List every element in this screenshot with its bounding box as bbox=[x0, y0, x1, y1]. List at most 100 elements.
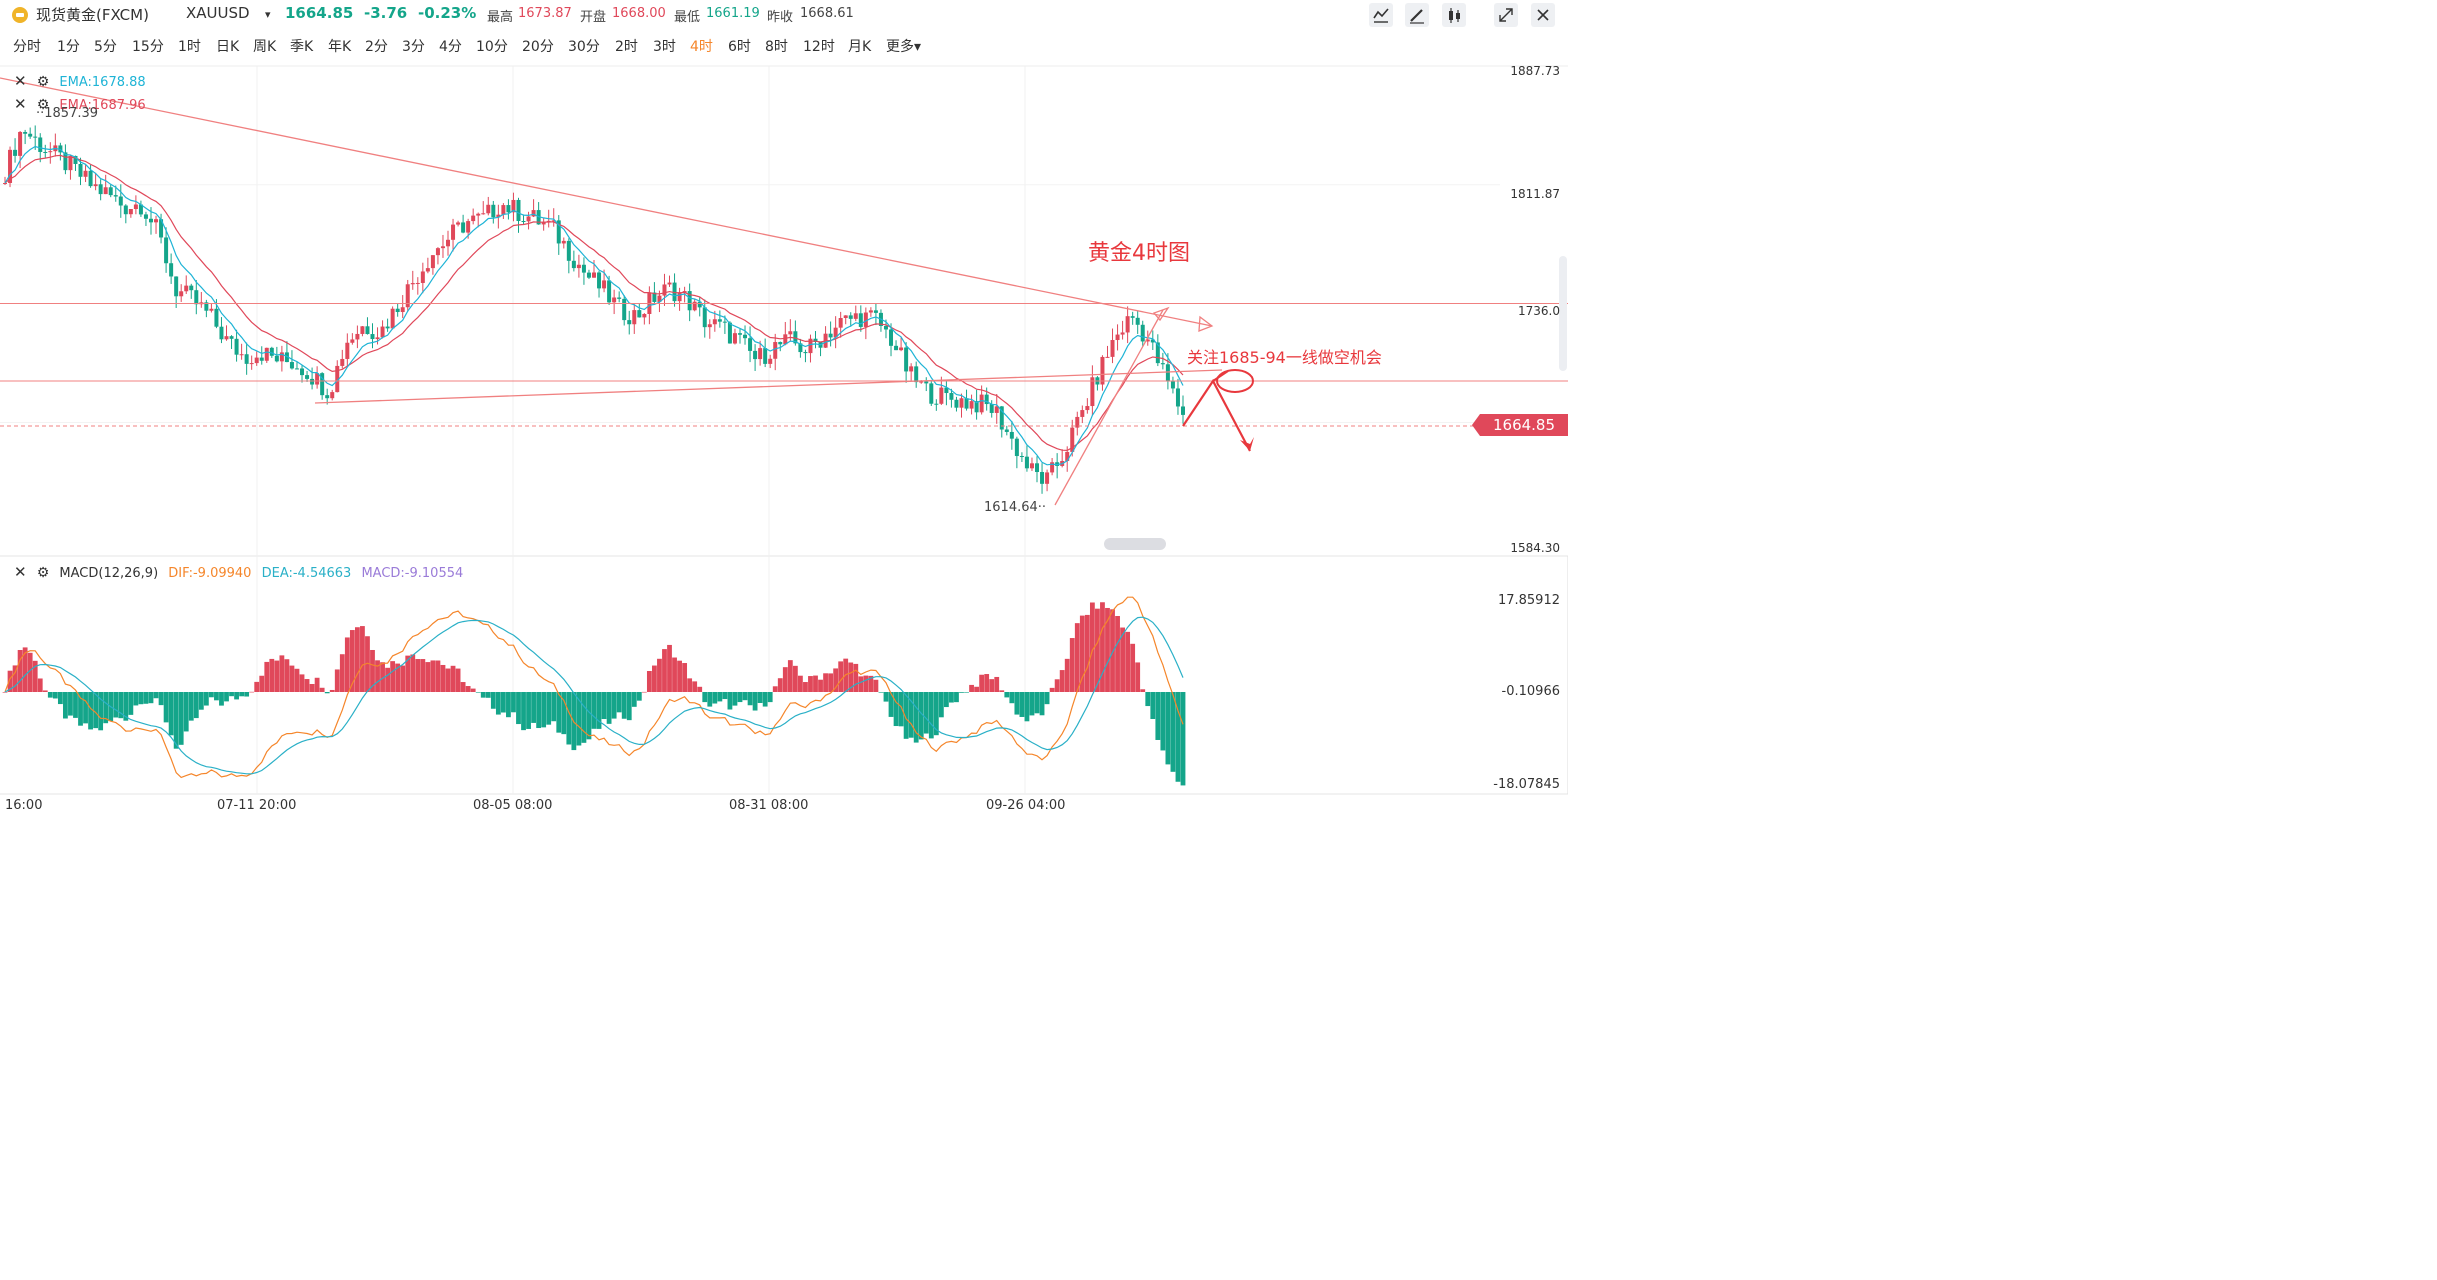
interval-3[interactable]: 15分 bbox=[132, 39, 164, 55]
macd-bar bbox=[536, 692, 542, 729]
macd-bar bbox=[1029, 692, 1035, 716]
close-icon[interactable]: ✕ bbox=[14, 95, 27, 113]
macd-bar bbox=[516, 692, 521, 725]
interval-9[interactable]: 2分 bbox=[365, 39, 388, 55]
interval-21[interactable]: 月K bbox=[848, 39, 872, 55]
target-zone-circle bbox=[1216, 369, 1254, 393]
interval-18[interactable]: 6时 bbox=[728, 39, 751, 55]
interval-7[interactable]: 季K bbox=[290, 39, 314, 55]
candle-body bbox=[1170, 381, 1175, 389]
dif-label: DIF:-9.09940 bbox=[168, 566, 252, 581]
candle-body bbox=[894, 345, 899, 351]
interval-22[interactable]: 更多▾ bbox=[886, 39, 922, 55]
interval-17[interactable]: 4时 bbox=[690, 39, 713, 55]
low-label: 最低 bbox=[674, 10, 701, 25]
macd-bar bbox=[118, 692, 124, 719]
gear-icon[interactable]: ⚙ bbox=[36, 97, 50, 113]
candle-body bbox=[239, 354, 244, 356]
interval-19[interactable]: 8时 bbox=[765, 39, 788, 55]
macd-bar bbox=[823, 673, 828, 692]
candle-body bbox=[13, 149, 18, 156]
candle-body bbox=[516, 199, 521, 221]
candle-body bbox=[385, 326, 390, 329]
candle-body bbox=[571, 260, 576, 269]
candle-body bbox=[486, 204, 491, 214]
chart-canvas[interactable] bbox=[0, 0, 1568, 826]
fullscreen-icon[interactable] bbox=[1494, 3, 1518, 27]
candle-body bbox=[345, 342, 350, 359]
candle-body bbox=[365, 326, 370, 335]
candle-body bbox=[234, 338, 239, 355]
interval-13[interactable]: 20分 bbox=[522, 39, 554, 55]
macd-bar bbox=[314, 677, 320, 692]
candle-body bbox=[23, 131, 28, 134]
vertical-scrollbar bbox=[1559, 256, 1567, 371]
close-icon[interactable]: ✕ bbox=[14, 72, 27, 90]
interval-8[interactable]: 年K bbox=[328, 39, 352, 55]
indicator-tool-icon[interactable] bbox=[1369, 3, 1393, 27]
interval-12[interactable]: 10分 bbox=[476, 39, 508, 55]
candle-body bbox=[612, 297, 617, 303]
macd-bar bbox=[113, 692, 119, 718]
macd-bar bbox=[168, 692, 174, 736]
macd-bar bbox=[657, 658, 662, 692]
interval-15[interactable]: 2时 bbox=[615, 39, 638, 55]
macd-bar bbox=[1039, 692, 1045, 716]
close-icon[interactable] bbox=[1531, 3, 1555, 27]
rebound-line bbox=[1054, 309, 1164, 506]
macd-bar bbox=[1044, 692, 1050, 705]
candle-body bbox=[138, 204, 143, 215]
candle-body bbox=[501, 205, 506, 215]
candle-body bbox=[113, 195, 118, 197]
candle-body bbox=[863, 312, 868, 327]
candle-body bbox=[405, 284, 410, 308]
interval-6[interactable]: 周K bbox=[253, 39, 277, 55]
candle-body bbox=[727, 322, 732, 344]
candle-body bbox=[33, 136, 38, 138]
candle-body bbox=[617, 297, 622, 299]
instrument-name[interactable]: 现货黄金(FXCM) bbox=[36, 6, 149, 24]
gear-icon[interactable]: ⚙ bbox=[36, 565, 50, 581]
macd-bar bbox=[349, 630, 355, 692]
candle-body bbox=[642, 313, 647, 318]
interval-4[interactable]: 1时 bbox=[178, 39, 201, 55]
macd-bar bbox=[576, 692, 582, 746]
interval-5[interactable]: 日K bbox=[216, 39, 240, 55]
macd-bar bbox=[354, 627, 360, 692]
gear-icon[interactable]: ⚙ bbox=[36, 74, 50, 90]
macd-bar bbox=[611, 692, 617, 719]
x-axis-label: 09-26 04:00 bbox=[986, 798, 1066, 813]
interval-16[interactable]: 3时 bbox=[653, 39, 676, 55]
x-axis-label: 16:00 bbox=[5, 798, 43, 813]
interval-11[interactable]: 4分 bbox=[439, 39, 462, 55]
price-axis-label: 1887.73 bbox=[1510, 64, 1560, 78]
close-icon[interactable]: ✕ bbox=[14, 563, 27, 581]
macd-bar bbox=[969, 684, 974, 692]
draw-pencil-icon[interactable] bbox=[1405, 3, 1429, 27]
candle-body bbox=[858, 313, 863, 327]
macd-value-label: MACD:-9.10554 bbox=[361, 566, 464, 581]
macd-bar bbox=[83, 692, 88, 724]
macd-bar bbox=[586, 692, 592, 740]
chevron-down-icon[interactable]: ▾ bbox=[265, 8, 271, 21]
macd-bar bbox=[898, 692, 904, 727]
interval-2[interactable]: 5分 bbox=[94, 39, 117, 55]
interval-20[interactable]: 12时 bbox=[803, 39, 835, 55]
macd-bar bbox=[1155, 692, 1161, 740]
interval-0[interactable]: 分时 bbox=[13, 39, 41, 55]
candle-body bbox=[904, 347, 909, 372]
candlestick-type-icon[interactable] bbox=[1442, 3, 1466, 27]
candle-body bbox=[566, 240, 571, 261]
macd-bar bbox=[214, 692, 219, 701]
macd-bar bbox=[1175, 692, 1181, 782]
candle-body bbox=[1004, 429, 1009, 432]
macd-bar bbox=[455, 668, 461, 692]
interval-1[interactable]: 1分 bbox=[57, 39, 80, 55]
macd-axis-label: 17.85912 bbox=[1497, 593, 1560, 608]
interval-10[interactable]: 3分 bbox=[402, 39, 425, 55]
macd-bar bbox=[365, 636, 370, 692]
interval-14[interactable]: 30分 bbox=[568, 39, 600, 55]
macd-bar bbox=[782, 667, 788, 692]
instrument-symbol[interactable]: XAUUSD bbox=[186, 4, 250, 22]
candle-body bbox=[783, 334, 788, 345]
